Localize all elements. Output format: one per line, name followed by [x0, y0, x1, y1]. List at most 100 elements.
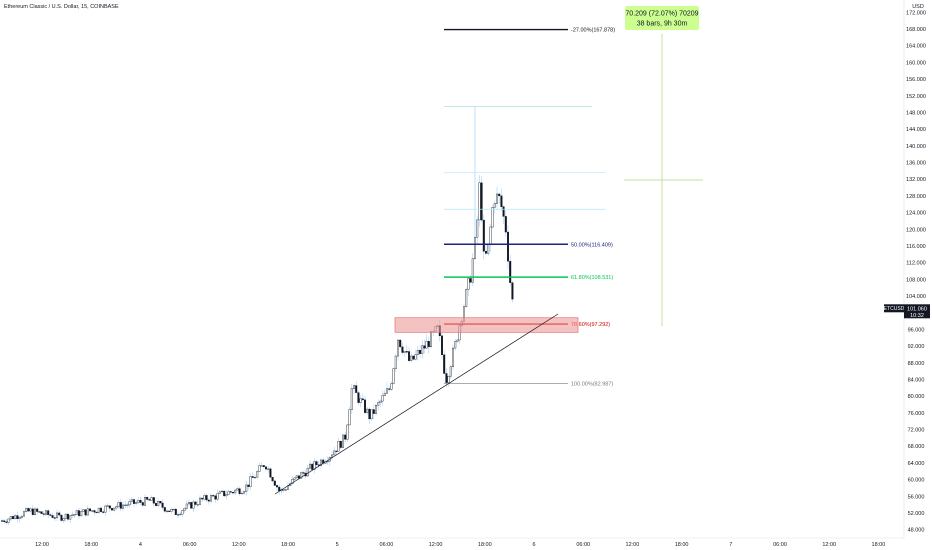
time-tick-label: 18:00: [281, 542, 295, 548]
candle: [7, 517, 10, 526]
candle: [366, 407, 369, 415]
candle: [148, 498, 151, 501]
candle: [361, 393, 364, 402]
candle: [465, 287, 468, 308]
time-tick-label: 06:00: [773, 542, 787, 548]
price-tick-label: 108.000: [906, 277, 926, 283]
price-axis[interactable]: 172.000 168.000 164.000 160.000 156.000 152.0…: [906, 10, 926, 533]
candle: [58, 510, 61, 518]
candle: [1, 518, 4, 522]
candle: [403, 350, 406, 357]
candle: [146, 496, 149, 501]
time-tick-label: 6: [532, 542, 535, 548]
price-tick-label: 64.000: [908, 461, 925, 467]
candle: [509, 254, 512, 287]
candle: [236, 486, 239, 491]
candle: [161, 499, 164, 510]
candle: [500, 188, 503, 211]
candle: [476, 216, 479, 245]
candle: [181, 509, 184, 517]
candle: [82, 509, 85, 512]
time-tick-label: 06:00: [576, 542, 590, 548]
candle: [23, 510, 26, 517]
candle: [25, 506, 28, 513]
candle: [56, 509, 59, 522]
candle: [185, 500, 188, 510]
time-tick-label: 12:00: [232, 542, 246, 548]
candle: [77, 507, 80, 519]
candle: [408, 347, 411, 362]
candle: [379, 399, 382, 408]
candle: [141, 500, 144, 508]
candle: [110, 508, 113, 511]
candle: [423, 339, 426, 354]
time-axis[interactable]: 12:00 18:00 4 06:00 12:00 18:00 5 06:00 12:00 18:…: [35, 542, 885, 548]
candle: [253, 474, 256, 479]
candle: [176, 511, 179, 519]
candle: [119, 498, 122, 512]
candle: [223, 490, 226, 498]
candle: [64, 513, 67, 523]
price-tick-label: 80.000: [908, 394, 925, 400]
candle: [209, 493, 212, 504]
price-tick-label: 144.000: [906, 127, 926, 133]
candle: [172, 508, 175, 511]
candle: [293, 477, 296, 482]
time-tick-label: 12:00: [429, 542, 443, 548]
candle: [238, 486, 241, 496]
candle: [317, 460, 320, 469]
candle: [130, 496, 133, 505]
candle: [9, 516, 12, 521]
fib-retracement[interactable]: -27.00%(167.878) 50.00%(116.409) 61.80%(10…: [444, 28, 615, 388]
fib-level-label: 50.00%(116.409): [571, 242, 613, 248]
candle: [414, 350, 417, 361]
candle: [262, 464, 265, 469]
candle: [355, 381, 358, 393]
price-tick-label: 112.000: [906, 261, 925, 267]
candle: [97, 507, 100, 514]
candle: [265, 465, 268, 472]
candle: [247, 484, 250, 491]
price-tick-label: 172.000: [906, 10, 926, 16]
trendline[interactable]: [274, 313, 559, 495]
candle: [106, 503, 109, 508]
candle: [47, 508, 50, 518]
candle: [40, 511, 43, 514]
highlight-zone[interactable]: [394, 317, 579, 333]
candle: [93, 509, 96, 516]
candle: [229, 490, 232, 495]
candle: [51, 512, 54, 519]
symbol-title: Ethereum Classic / U.S. Dollar, 15, COIN…: [4, 4, 119, 10]
candle: [152, 496, 155, 506]
candle: [205, 493, 208, 503]
candle: [73, 513, 76, 518]
candle: [16, 511, 19, 523]
price-tick-label: 128.000: [906, 194, 926, 200]
candle: [507, 225, 510, 270]
price-tick-label: 52.000: [908, 511, 925, 517]
candle: [240, 490, 243, 495]
measure-tool[interactable]: 70.209 (72.07%) 70209 38 bars, 9h 30m: [624, 6, 703, 326]
candle: [99, 506, 102, 514]
candle: [339, 440, 342, 450]
candle: [66, 512, 69, 522]
candle: [69, 515, 72, 524]
candle: [38, 511, 41, 513]
candle: [170, 507, 173, 514]
candle: [84, 509, 87, 518]
price-tag-countdown: 10:32: [910, 313, 924, 319]
time-tick-label: 18:00: [675, 542, 689, 548]
candle: [485, 243, 488, 255]
last-price-tag: ETCUSD 101.060 10:32: [884, 304, 930, 319]
candle: [456, 339, 459, 343]
price-tag-symbol-box: [884, 304, 904, 313]
candle: [487, 243, 490, 257]
candle: [344, 431, 347, 443]
candle: [278, 484, 281, 495]
candle: [157, 498, 160, 508]
candle: [34, 507, 37, 516]
candle: [478, 175, 481, 227]
candle: [419, 345, 422, 358]
candle: [504, 210, 507, 237]
